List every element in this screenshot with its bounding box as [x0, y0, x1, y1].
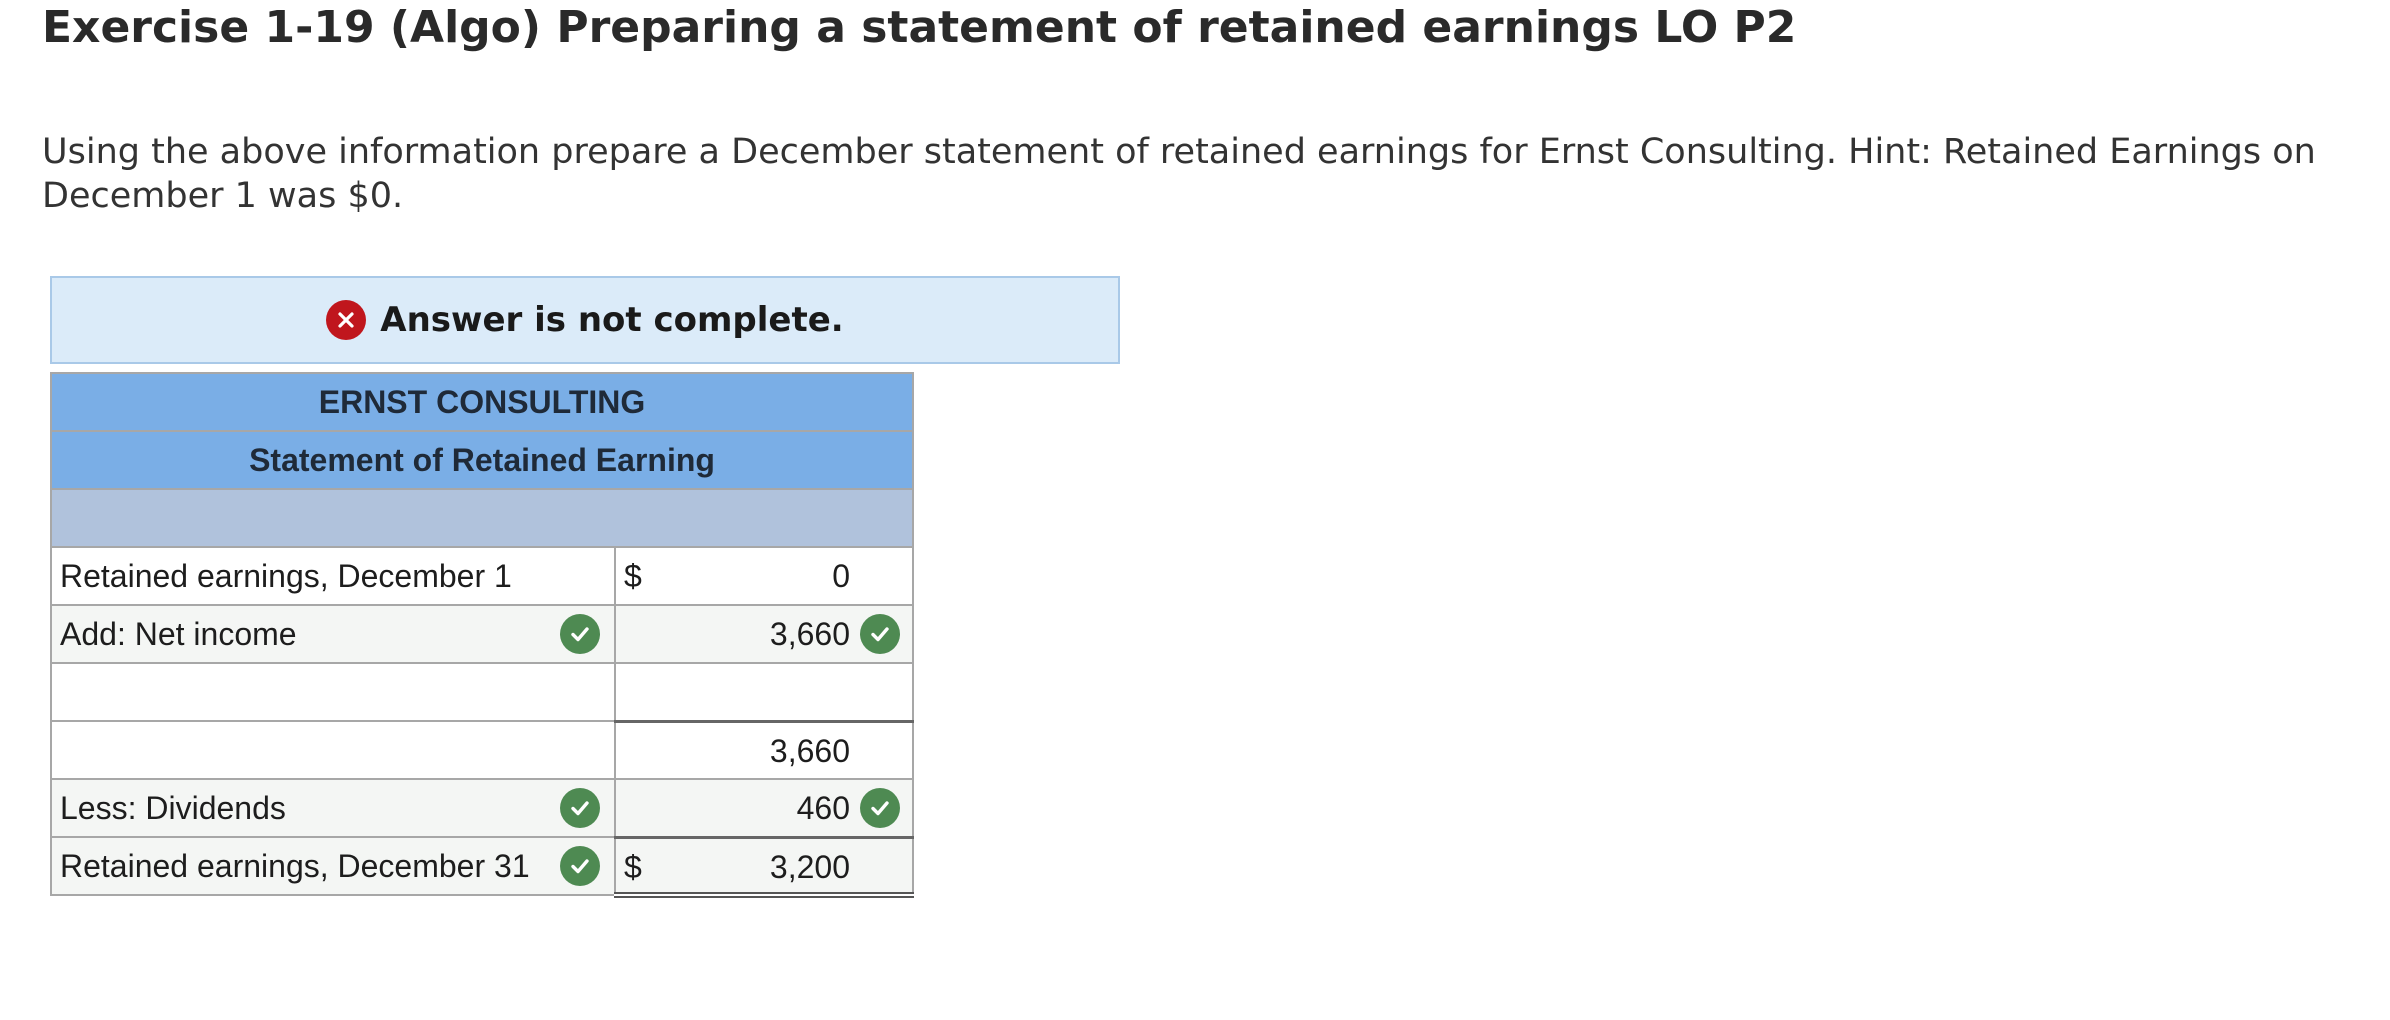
amount-cell[interactable] — [614, 662, 914, 723]
row-label: Add: Net income — [60, 615, 297, 652]
check-icon — [560, 846, 600, 886]
amount-cell[interactable]: 460 — [614, 778, 914, 839]
amount-value: 3,660 — [769, 616, 850, 652]
table-row: Retained earnings, December 31 $ 3,200 — [50, 836, 914, 898]
table-row: Add: Net income 3,660 — [50, 604, 914, 664]
check-icon — [560, 788, 600, 828]
amount-value: 460 — [796, 790, 850, 826]
amount-value: 0 — [832, 558, 850, 594]
statement-title: Statement of Retained Earning — [50, 430, 914, 490]
row-label-cell[interactable]: Less: Dividends — [50, 778, 616, 838]
instructions-text: Using the above information prepare a De… — [42, 132, 2316, 216]
amount-value: 3,200 — [769, 848, 850, 885]
table-row: Less: Dividends 460 — [50, 778, 914, 839]
row-label: Retained earnings, December 31 — [60, 847, 530, 884]
company-name: ERNST CONSULTING — [50, 372, 914, 432]
row-label: Less: Dividends — [60, 789, 286, 826]
row-label-cell[interactable] — [50, 720, 616, 780]
check-icon — [860, 788, 900, 828]
amount-cell[interactable]: 3,660 — [614, 604, 914, 664]
amount-cell[interactable]: $ 0 — [614, 546, 914, 606]
amount-cell[interactable]: $ 3,200 — [614, 836, 914, 898]
check-icon — [560, 614, 600, 654]
row-label-cell[interactable]: Retained earnings, December 31 — [50, 836, 616, 896]
exercise-title: Exercise 1-19 (Algo) Preparing a stateme… — [42, 2, 1797, 53]
retained-earnings-statement: ERNST CONSULTING Statement of Retained E… — [50, 372, 914, 898]
row-label-cell[interactable]: Retained earnings, December 1 — [50, 546, 616, 606]
dollar-sign: $ — [624, 848, 642, 885]
statement-date-row — [50, 488, 914, 548]
table-row: 3,660 — [50, 720, 914, 780]
table-row — [50, 662, 914, 723]
dollar-sign: $ — [624, 558, 642, 594]
row-label-cell[interactable]: Add: Net income — [50, 604, 616, 664]
row-label: Retained earnings, December 1 — [60, 557, 512, 594]
amount-cell[interactable]: 3,660 — [614, 720, 914, 780]
x-circle-icon — [326, 300, 367, 340]
answer-status-banner: Answer is not complete. — [50, 276, 1120, 364]
row-label-cell[interactable] — [50, 662, 616, 722]
amount-value: 3,660 — [769, 732, 850, 769]
check-icon — [860, 614, 900, 654]
answer-status-text: Answer is not complete. — [380, 300, 844, 340]
table-row: Retained earnings, December 1 $ 0 — [50, 546, 914, 606]
